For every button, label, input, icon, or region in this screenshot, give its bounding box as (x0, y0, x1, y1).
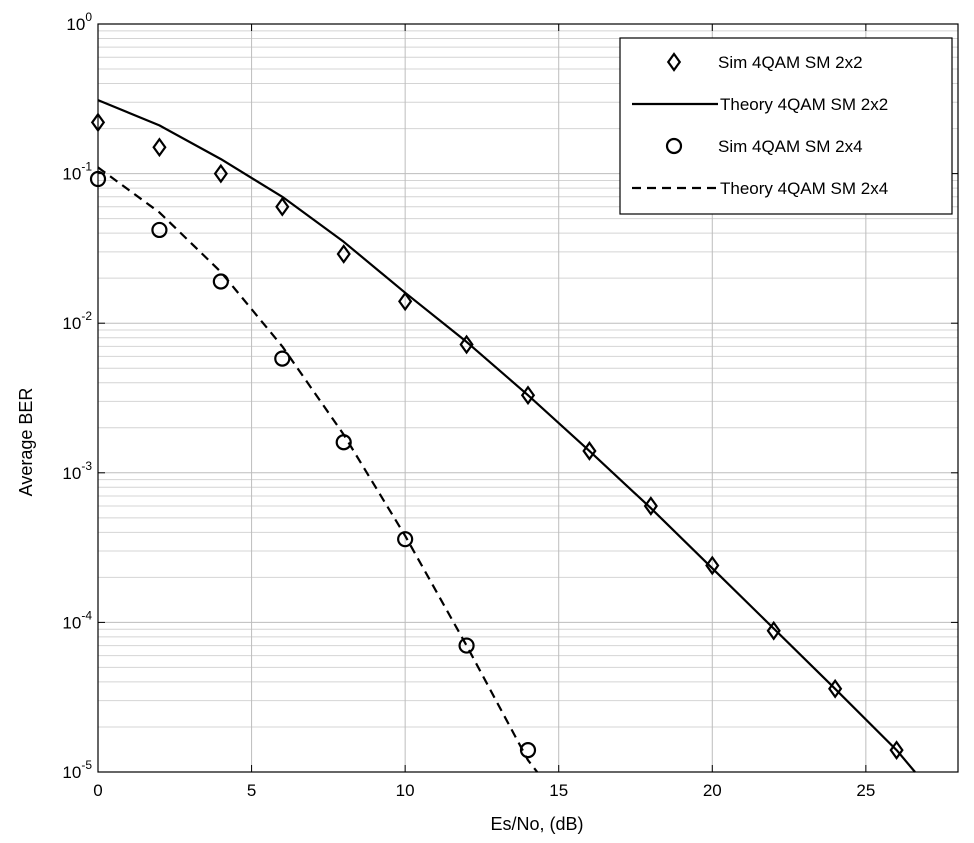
x-axis-label: Es/No, (dB) (490, 814, 583, 834)
x-tick-label: 0 (93, 781, 102, 800)
legend: Sim 4QAM SM 2x2 Theory 4QAM SM 2x2 Sim 4QA… (619, 37, 953, 215)
data-point-sim-2x2 (398, 291, 413, 312)
data-point-sim-2x2 (582, 441, 597, 461)
data-point-sim-2x4 (458, 637, 475, 654)
plot-series (89, 99, 916, 773)
axes-frame (97, 23, 959, 773)
data-point-sim-2x2 (152, 137, 167, 158)
plot-frame (97, 23, 959, 773)
data-point-sim-2x4 (519, 742, 537, 759)
legend-symbol-diamond (666, 52, 682, 72)
x-tick-label: 5 (247, 781, 256, 800)
data-point-sim-2x4 (274, 350, 291, 367)
data-point-sim-2x2 (459, 334, 474, 355)
data-point-sim-2x2 (828, 678, 843, 699)
data-point-sim-2x2 (213, 163, 228, 184)
data-point-sim-2x4 (151, 221, 168, 239)
y-axis-label: Average BER (16, 388, 36, 497)
data-point-sim-2x2 (766, 620, 781, 641)
y-tick-label: 10-2 (62, 309, 92, 333)
data-point-sim-2x2 (520, 385, 536, 406)
y-tick-label: 10-1 (62, 160, 92, 184)
series-line-theory-2x2 (97, 99, 916, 773)
legend-label: Sim 4QAM SM 2x2 (718, 53, 863, 72)
x-tick-label: 25 (856, 781, 875, 800)
y-tick-label: 10-5 (62, 758, 92, 782)
x-tick-label: 10 (396, 781, 415, 800)
legend-label: Theory 4QAM SM 2x4 (720, 179, 888, 198)
legend-symbol-circle (665, 137, 683, 155)
series-line-theory-2x4 (97, 166, 539, 773)
y-tick-label: 100 (66, 10, 92, 34)
data-point-sim-2x2 (275, 196, 290, 217)
data-point-sim-2x4 (397, 531, 414, 548)
data-point-sim-2x4 (212, 273, 229, 290)
data-point-sim-2x2 (889, 740, 904, 761)
y-tick-label: 10-4 (62, 608, 92, 632)
legend-label: Theory 4QAM SM 2x2 (720, 95, 888, 114)
tick-labels: 0 5 10 15 20 25 100 10-1 10-2 10-3 10-4 10-5 (62, 10, 875, 800)
x-tick-label: 20 (703, 781, 722, 800)
x-tick-label: 15 (549, 781, 568, 800)
data-point-sim-2x2 (336, 244, 351, 264)
legend-label: Sim 4QAM SM 2x4 (718, 137, 863, 156)
data-point-sim-2x2 (705, 555, 720, 576)
data-point-sim-2x4 (335, 434, 352, 451)
data-point-sim-2x2 (643, 496, 658, 516)
y-tick-label: 10-3 (62, 459, 92, 483)
